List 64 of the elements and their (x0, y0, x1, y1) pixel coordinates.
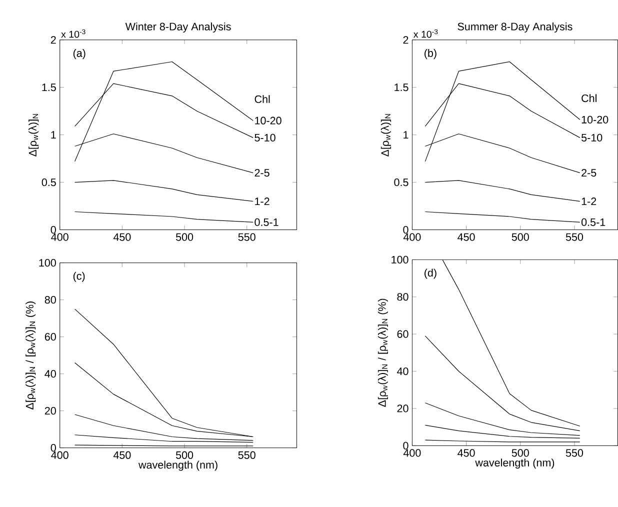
y-axis-title: Δ[ρ$_{w}$(λ)]$_{N}$ (380, 114, 391, 156)
annotation: (d) (424, 268, 436, 279)
series-label: 2-5 (582, 169, 596, 177)
legend-label: 0.5-1 (254, 218, 278, 226)
y-tick-label: 100 (392, 256, 408, 264)
y-tick-label: 20 (44, 407, 56, 415)
x-axis-title: wavelength (nm) (138, 460, 218, 471)
series-label: 1-2 (255, 198, 270, 206)
y-tick-label: 20 (397, 404, 408, 412)
y-tick-label: 80 (397, 293, 408, 301)
chart-title: Summer 8-Day Analysis (458, 22, 572, 32)
text: Δ[ρ$_{w}$(λ)]$_{N}$ / [ρ$_{w}$(λ)]$_{N}$ (%) (378, 298, 388, 407)
y-tick-label: 100 (39, 259, 56, 267)
legend-label: 0.5-1 (581, 218, 606, 226)
legend-title: Chl (582, 94, 596, 102)
x-tick-label: 450 (113, 451, 131, 459)
annotation: (c) (73, 272, 85, 282)
x-tick-label: 450 (113, 233, 131, 241)
x-axis-title: wavelength (nm) (475, 458, 554, 469)
x-tick-label: 500 (176, 451, 194, 459)
series-label: 2-5 (254, 169, 270, 177)
y-tick-label: 1 (51, 131, 56, 139)
y-tick-label: 0 (50, 226, 56, 234)
x-tick-label: 400 (51, 233, 68, 241)
y-tick-label: 2 (403, 36, 408, 44)
series-label: 10-20 (582, 116, 608, 124)
y-tick-label: 0 (403, 226, 408, 234)
x-tick-label: 400 (403, 449, 421, 457)
legend-title: Chl (254, 95, 270, 104)
annotation: (a) (73, 49, 86, 60)
y-tick-label: 40 (397, 367, 408, 376)
y-tick-label: 40 (44, 370, 56, 378)
chart-title: Winter 8-Day Analysis (125, 22, 231, 32)
x-tick-label: 550 (238, 233, 256, 241)
y-tick-label: 60 (44, 333, 56, 341)
text: x 10$^{-3}$ (413, 29, 438, 38)
y-tick-label: 1.5 (394, 84, 408, 92)
y-tick-label: 1 (404, 131, 408, 139)
x-tick-label: 400 (403, 233, 421, 241)
series-label: 5-10 (581, 134, 602, 142)
y-tick-label: 2 (50, 36, 56, 44)
x-tick-label: 500 (512, 233, 529, 241)
annotation: (b) (424, 49, 436, 60)
series-label: 5-10 (254, 134, 276, 142)
x-tick-label: 450 (458, 449, 475, 457)
text: x 10$^{-3}$ (61, 29, 86, 38)
y-tick-label: 80 (44, 296, 56, 304)
y-tick-label: 1.5 (42, 84, 56, 92)
x-tick-label: 550 (566, 233, 584, 241)
series-label: 1-2 (582, 198, 596, 206)
y-tick-label: 0 (50, 444, 56, 452)
x-tick-label: 500 (176, 233, 194, 241)
text: Δ[ρ$_{w}$(λ)]$_{N}$ / [ρ$_{w}$(λ)]$_{N}$ (%) (26, 302, 36, 410)
y-tick-label: 0.5 (42, 178, 56, 186)
series-label: 10-20 (255, 116, 282, 124)
y-tick-label: 0.5 (394, 178, 408, 186)
x-tick-label: 550 (566, 449, 584, 457)
x-tick-label: 450 (458, 233, 475, 241)
x-tick-label: 400 (51, 451, 68, 459)
y-axis-title: Δ[ρ$_{w}$(λ)]$_{N}$ (28, 114, 39, 156)
y-tick-label: 0 (403, 442, 408, 450)
x-tick-label: 550 (238, 451, 256, 459)
y-tick-label: 60 (397, 330, 408, 338)
x-tick-label: 500 (512, 449, 529, 457)
